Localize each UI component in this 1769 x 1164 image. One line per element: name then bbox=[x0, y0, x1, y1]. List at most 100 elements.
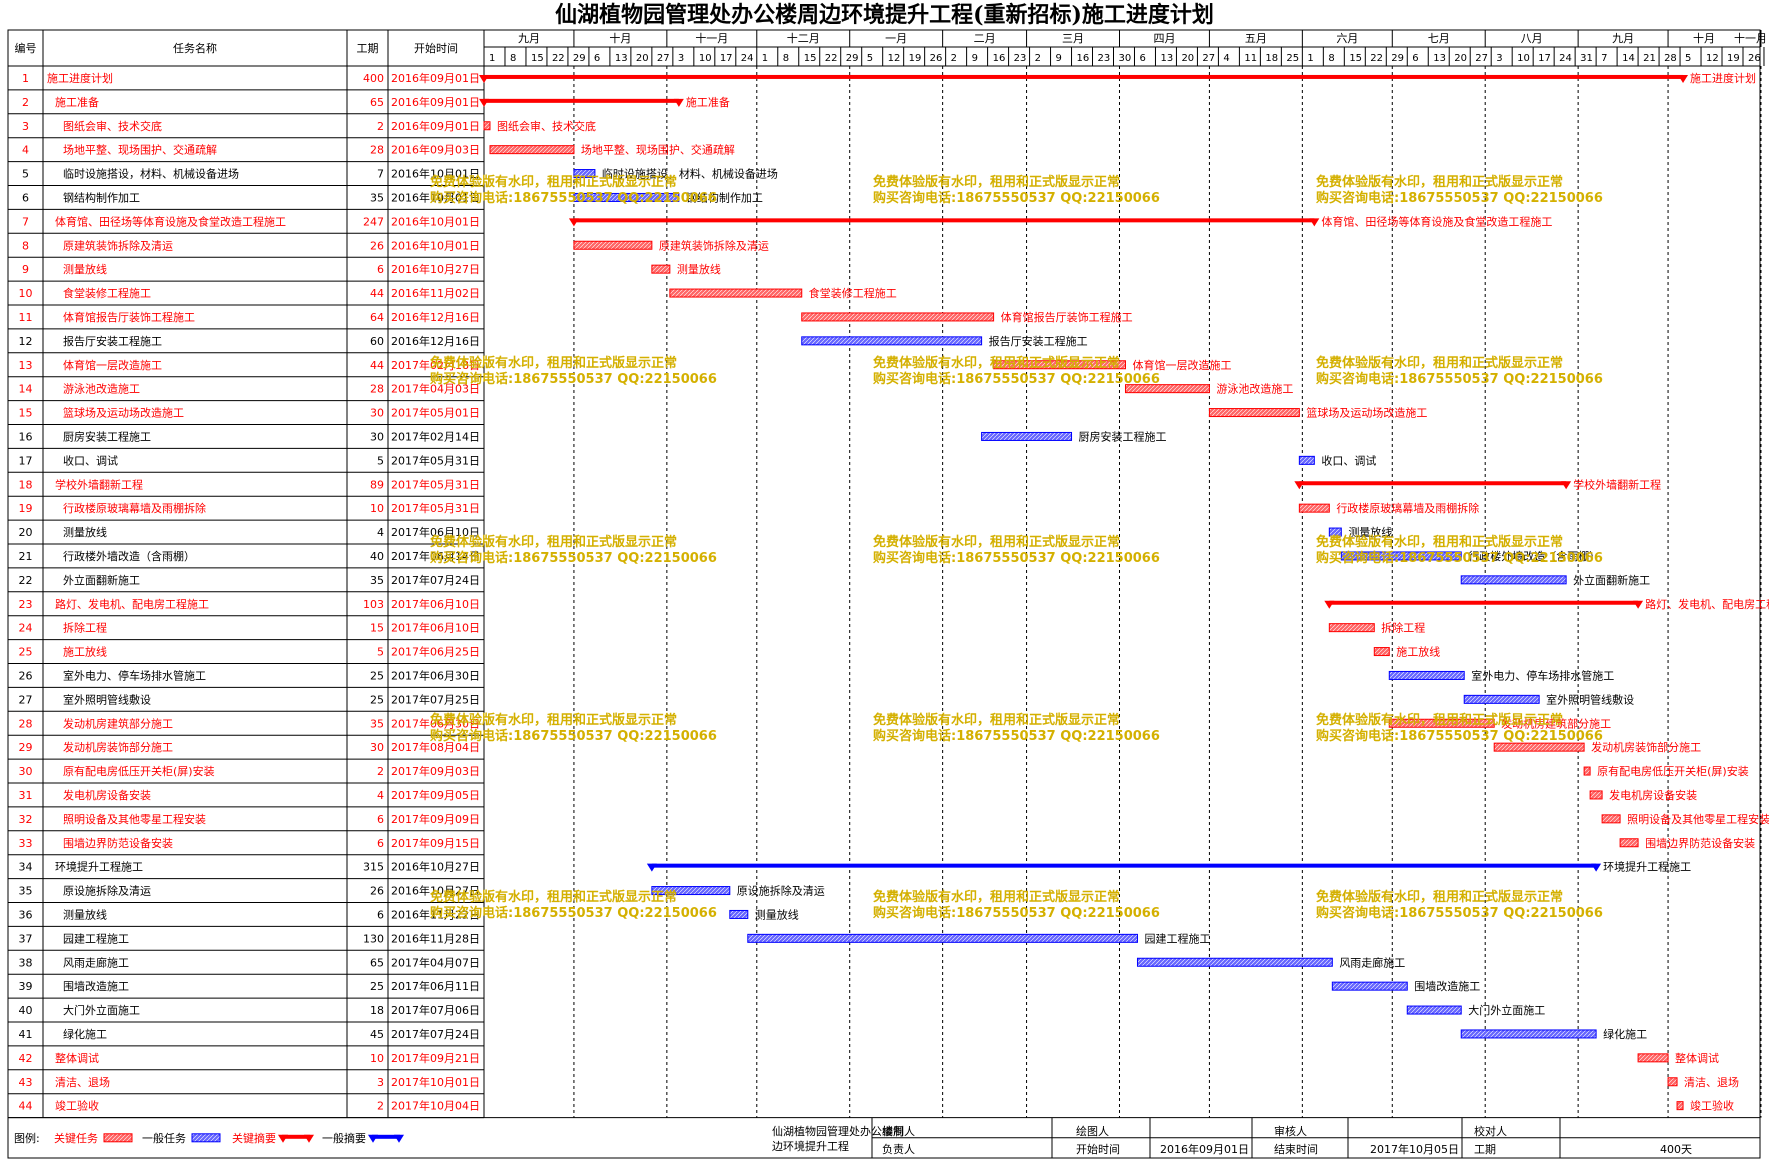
watermark-text: 购买咨询电话:18675550537 QQ:22150066 bbox=[430, 190, 717, 206]
task-name: 测量放线 bbox=[63, 262, 107, 276]
footer-reviewer: 审核人 bbox=[1274, 1124, 1307, 1138]
task-start: 2017年06月10日 bbox=[391, 597, 480, 611]
task-id: 11 bbox=[19, 311, 33, 324]
month-label: 十月 bbox=[1693, 31, 1715, 45]
task-name: 图纸会审、技术交底 bbox=[63, 119, 162, 133]
summary-cap bbox=[1324, 600, 1335, 609]
task-start: 2017年06月10日 bbox=[391, 621, 480, 635]
watermark-text: 免费体验版有水印，租用和正式版显示正常 bbox=[873, 174, 1120, 190]
bar-label: 学校外墙翻新工程 bbox=[1573, 477, 1661, 491]
task-name: 测量放线 bbox=[63, 907, 107, 921]
bar-label: 体育馆、田径场等体育设施及食堂改造工程施工 bbox=[1321, 214, 1552, 228]
task-start: 2016年10月01日 bbox=[391, 238, 480, 252]
task-bar bbox=[573, 192, 680, 202]
table-border bbox=[7, 29, 1761, 1159]
task-name: 游泳池改造施工 bbox=[63, 382, 140, 396]
month-label: 十一月 bbox=[695, 31, 728, 45]
task-id: 14 bbox=[19, 383, 33, 396]
task-duration: 26 bbox=[370, 239, 384, 252]
bar-label: 食堂装修工程施工 bbox=[809, 286, 897, 300]
day-label: 19 bbox=[909, 53, 922, 64]
day-label: 27 bbox=[657, 53, 670, 64]
task-start: 2017年06月30日 bbox=[391, 668, 480, 682]
task-name: 体育馆一层改造施工 bbox=[63, 358, 162, 372]
task-bar bbox=[1124, 384, 1210, 394]
watermark-text: 购买咨询电话:18675550537 QQ:22150066 bbox=[430, 905, 717, 921]
task-start: 2017年05月31日 bbox=[391, 477, 480, 491]
task-id: 12 bbox=[19, 335, 33, 348]
task-name: 发动机房建筑部分施工 bbox=[63, 716, 173, 730]
day-label: 18 bbox=[1265, 53, 1278, 64]
task-start: 2016年10月01日 bbox=[391, 190, 480, 204]
task-name: 清洁、退场 bbox=[55, 1075, 110, 1089]
task-bar bbox=[1406, 1005, 1462, 1015]
task-duration: 10 bbox=[370, 502, 384, 515]
day-label: 19 bbox=[1727, 53, 1740, 64]
month-label: 十一月 bbox=[1734, 31, 1767, 45]
task-name: 外立面翻新施工 bbox=[63, 573, 140, 587]
legend-swatch bbox=[191, 1133, 221, 1143]
day-label: 23 bbox=[1014, 53, 1027, 64]
task-id: 28 bbox=[19, 717, 33, 730]
task-name: 环境提升工程施工 bbox=[55, 860, 143, 874]
task-name: 原设施拆除及清运 bbox=[63, 884, 151, 898]
task-name: 施工准备 bbox=[55, 95, 99, 109]
bar-label: 竣工验收 bbox=[1690, 1099, 1734, 1113]
task-start: 2017年07月25日 bbox=[391, 692, 480, 706]
month-label: 八月 bbox=[1521, 32, 1543, 45]
watermark-text: 免费体验版有水印，租用和正式版显示正常 bbox=[873, 355, 1120, 371]
month-label: 三月 bbox=[1062, 32, 1084, 45]
footer-start-label: 开始时间 bbox=[1076, 1142, 1120, 1156]
task-start: 2017年08月04日 bbox=[391, 740, 480, 754]
task-bar bbox=[1208, 408, 1300, 418]
task-id: 39 bbox=[19, 980, 33, 993]
task-id: 13 bbox=[19, 359, 33, 372]
task-bar bbox=[1493, 742, 1585, 752]
day-label: 24 bbox=[741, 53, 754, 64]
task-duration: 247 bbox=[363, 215, 384, 228]
summary-bar bbox=[651, 863, 1597, 868]
task-id: 25 bbox=[19, 646, 33, 659]
bar-label: 收口、调试 bbox=[1321, 453, 1376, 467]
task-bar bbox=[1601, 814, 1621, 824]
bar-label: 围墙边界防范设备安装 bbox=[1645, 836, 1755, 850]
task-start: 2017年07月24日 bbox=[391, 573, 480, 587]
watermark-text: 免费体验版有水印，租用和正式版显示正常 bbox=[873, 889, 1120, 905]
bar-label: 清洁、退场 bbox=[1684, 1075, 1739, 1089]
task-id: 40 bbox=[19, 1004, 33, 1017]
task-id: 18 bbox=[19, 478, 33, 491]
day-label: 23 bbox=[1098, 53, 1111, 64]
task-start: 2017年06月30日 bbox=[391, 716, 480, 730]
task-start: 2017年07月06日 bbox=[391, 1003, 480, 1017]
task-name: 施工放线 bbox=[63, 645, 107, 659]
footer-dur-label: 工期 bbox=[1474, 1143, 1496, 1156]
day-label: 13 bbox=[1160, 53, 1173, 64]
task-id: 31 bbox=[19, 789, 33, 802]
header-start: 开始时间 bbox=[414, 41, 458, 55]
task-duration: 40 bbox=[370, 550, 384, 563]
task-id: 44 bbox=[19, 1100, 33, 1113]
day-label: 12 bbox=[888, 53, 901, 64]
bar-label: 测量放线 bbox=[1348, 525, 1392, 539]
task-duration: 2 bbox=[377, 1100, 384, 1113]
task-name: 学校外墙翻新工程 bbox=[55, 477, 143, 491]
bar-label: 照明设备及其他零星工程安装 bbox=[1627, 812, 1769, 826]
day-label: 8 bbox=[510, 53, 516, 64]
task-duration: 3 bbox=[377, 1076, 384, 1089]
task-duration: 130 bbox=[363, 932, 384, 945]
task-id: 43 bbox=[19, 1076, 33, 1089]
task-start: 2017年05月31日 bbox=[391, 453, 480, 467]
watermark-text: 购买咨询电话:18675550537 QQ:22150066 bbox=[873, 190, 1160, 206]
task-duration: 2 bbox=[377, 120, 384, 133]
task-id: 35 bbox=[19, 885, 33, 898]
day-label: 8 bbox=[783, 53, 789, 64]
summary-bar bbox=[484, 74, 1684, 79]
bar-label: 原建筑装饰拆除及清运 bbox=[659, 238, 769, 252]
task-start: 2017年02月18日 bbox=[391, 358, 480, 372]
day-label: 4 bbox=[1223, 53, 1229, 64]
watermark-text: 购买咨询电话:18675550537 QQ:22150066 bbox=[1316, 190, 1603, 206]
task-bar bbox=[1460, 1029, 1597, 1039]
bar-label: 测量放线 bbox=[677, 262, 721, 276]
footer-project: 仙湖植物园管理处办公楼周 bbox=[772, 1124, 904, 1138]
task-bar bbox=[1637, 1053, 1669, 1063]
